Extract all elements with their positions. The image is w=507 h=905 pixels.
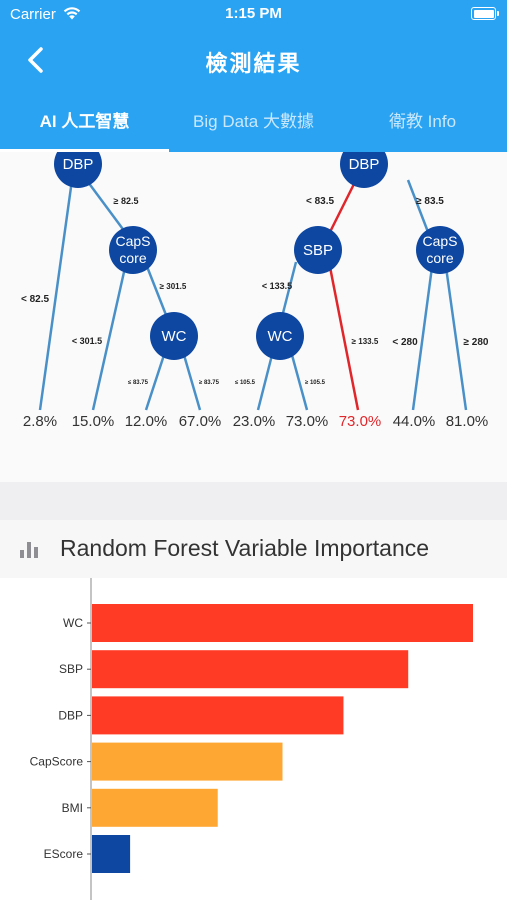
right-root-node — [340, 140, 388, 188]
right-wc-label: WC — [268, 328, 293, 345]
left-root-label: DBP — [63, 156, 94, 173]
y-tick-label: DBP — [58, 708, 83, 722]
left-leaf-1: 2.8% — [23, 413, 57, 430]
right-edge-sbp-left: < 133.5 — [262, 281, 292, 291]
right-capscore-label-2: core — [426, 250, 453, 266]
decision-tree-diagram: DBP CapS core WC < 82.5 ≥ 82.5 < 301.5 ≥… — [21, 140, 489, 430]
y-tick-label: SBP — [59, 662, 83, 676]
right-edge-wc-left: ≤ 105.5 — [235, 380, 256, 386]
bar-capscore — [92, 742, 283, 781]
left-wc-node — [150, 312, 198, 360]
right-leaf-5: 81.0% — [446, 413, 489, 430]
battery-icon — [471, 7, 499, 20]
right-sbp-node — [294, 226, 342, 274]
carrier-label: Carrier — [10, 6, 56, 23]
right-leaf-1: 23.0% — [233, 413, 276, 430]
left-tree-edges — [38, 179, 202, 411]
right-capscore-node — [416, 226, 464, 274]
bar-dbp — [92, 696, 344, 735]
section-divider — [0, 482, 507, 520]
right-wc-node — [256, 312, 304, 360]
tab-big-data[interactable]: Big Data 大數據 — [193, 112, 314, 131]
highlighted-path — [328, 150, 360, 411]
right-root-label: DBP — [349, 156, 380, 173]
left-edge-n2-right: ≥ 301.5 — [160, 282, 187, 291]
left-wc-label: WC — [162, 328, 187, 345]
left-edge-root-right: ≥ 82.5 — [114, 196, 139, 206]
left-edge-n3-right: ≥ 83.75 — [199, 380, 220, 386]
left-capscore-label-1: CapS — [115, 233, 150, 249]
left-edge-root-left: < 82.5 — [21, 294, 50, 305]
left-root-node — [54, 140, 102, 188]
status-bar: Carrier 1:15 PM — [0, 0, 507, 28]
right-edge-wc-right: ≥ 105.5 — [305, 380, 326, 386]
left-capscore-node — [109, 226, 157, 274]
bar-escore — [92, 835, 131, 873]
right-leaf-2: 73.0% — [286, 413, 329, 430]
wifi-icon — [63, 7, 81, 20]
right-capscore-label-1: CapS — [422, 233, 457, 249]
left-edge-n3-left: ≤ 83.75 — [128, 380, 149, 386]
right-edge-cap-right: ≥ 280 — [464, 337, 489, 348]
tab-ai[interactable]: AI 人工智慧 — [0, 100, 169, 152]
left-leaf-4: 67.0% — [179, 413, 222, 430]
bar-bmi — [92, 788, 218, 827]
right-leaf-3: 73.0% — [339, 413, 382, 430]
right-edge-root-left: < 83.5 — [306, 196, 335, 207]
right-sbp-label: SBP — [303, 242, 333, 259]
right-tree-edges — [256, 179, 468, 411]
clock: 1:15 PM — [225, 5, 282, 22]
left-leaf-3: 12.0% — [125, 413, 168, 430]
decision-tree-panel: DBP CapS core WC < 82.5 ≥ 82.5 < 301.5 ≥… — [0, 140, 507, 482]
variable-importance-chart: WC SBP DBP CapScore BMI EScore — [0, 578, 507, 900]
section-title: Random Forest Variable Importance — [60, 535, 430, 561]
bar-sbp — [92, 650, 409, 689]
section-header: Random Forest Variable Importance — [0, 520, 507, 578]
y-tick-label: EScore — [44, 847, 84, 861]
bar-chart-icon — [20, 542, 38, 558]
left-edge-n2-left: < 301.5 — [72, 336, 102, 346]
right-edge-sbp-right: ≥ 133.5 — [352, 337, 379, 346]
right-edge-root-right: ≥ 83.5 — [416, 196, 444, 207]
y-tick-label: CapScore — [30, 755, 84, 769]
importance-bar-chart: WC SBP DBP CapScore BMI EScore — [30, 578, 473, 900]
tab-info[interactable]: 衛教 Info — [388, 112, 457, 131]
left-capscore-label-2: core — [119, 250, 146, 266]
right-leaf-4: 44.0% — [393, 413, 436, 430]
right-edge-cap-left: < 280 — [392, 337, 418, 348]
tab-bar: AI 人工智慧 Big Data 大數據 衛教 Info — [0, 100, 507, 152]
bar-wc — [92, 604, 473, 642]
y-tick-label: WC — [63, 616, 83, 630]
left-leaf-2: 15.0% — [72, 413, 115, 430]
y-tick-label: BMI — [62, 801, 83, 815]
back-chevron-icon[interactable] — [22, 44, 52, 76]
page-title: 檢測結果 — [205, 51, 302, 76]
app-header: Carrier 1:15 PM 檢測結果 AI 人工智慧 Big Data 大數… — [0, 0, 507, 152]
